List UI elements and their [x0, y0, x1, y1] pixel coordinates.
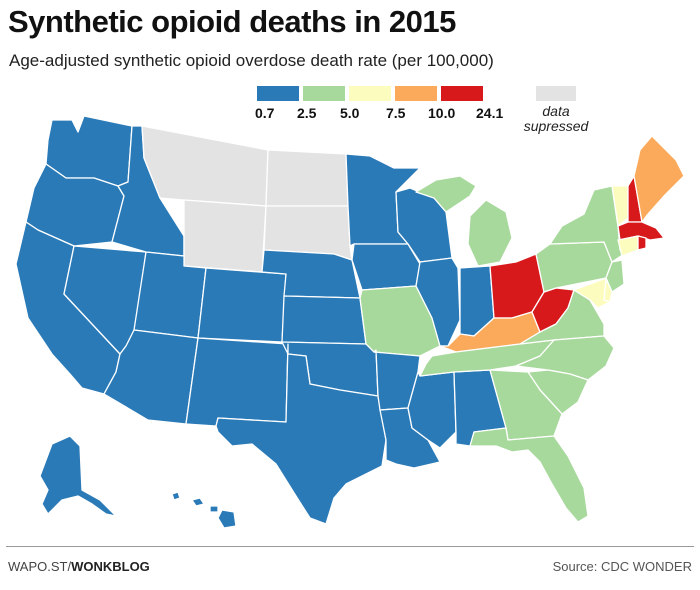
source-note: Source: CDC WONDER [552, 559, 692, 574]
credit: WAPO.ST/WONKBLOG [8, 559, 150, 574]
state-RI [637, 235, 647, 251]
state-ME [633, 135, 685, 223]
state-CT [617, 235, 639, 257]
chart-title: Synthetic opioid deaths in 2015 [8, 4, 456, 39]
state-WY [183, 199, 267, 273]
chart-subtitle: Age-adjusted synthetic opioid overdose d… [9, 51, 494, 70]
state-NJ [605, 259, 625, 293]
state-FL [469, 427, 589, 523]
us-map [15, 115, 685, 529]
state-HI [171, 491, 237, 529]
state-NM [185, 337, 289, 427]
credit-brand: WONKBLOG [71, 559, 150, 574]
state-MD [573, 277, 611, 309]
state-KS [281, 295, 367, 345]
state-MI [415, 175, 513, 267]
state-CO [197, 267, 287, 343]
state-MT [141, 125, 269, 207]
state-TX [215, 343, 387, 525]
credit-prefix: WAPO.ST/ [8, 559, 72, 574]
state-IA [351, 243, 421, 291]
state-ND [265, 149, 349, 207]
footer-rule [6, 546, 694, 547]
state-AK [39, 435, 117, 517]
